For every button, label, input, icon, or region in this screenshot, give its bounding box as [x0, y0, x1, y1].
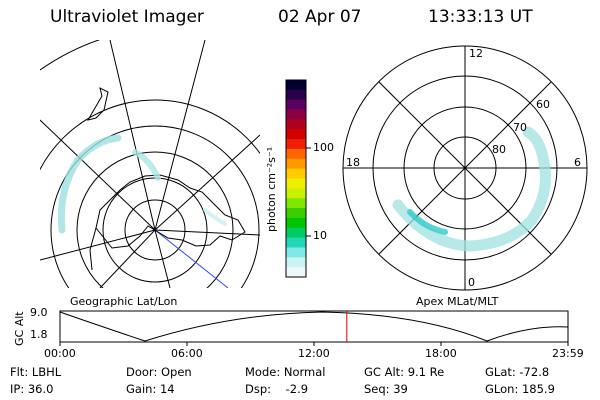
- colorbar-segment: [286, 257, 306, 268]
- colorbar-segment: [286, 208, 306, 219]
- colorbar-segment: [286, 198, 306, 209]
- colorbar-segment: [286, 129, 306, 140]
- colorbar-segment: [286, 109, 306, 120]
- info-mode: Mode: Normal: [245, 365, 326, 379]
- colorbar-tick-100: 100: [313, 141, 334, 154]
- geographic-caption: Geographic Lat/Lon: [70, 295, 178, 308]
- colorbar-segment: [286, 247, 306, 258]
- time-tick-0000: 00:00: [44, 347, 76, 360]
- info-seq: Seq: 39: [364, 382, 408, 396]
- colorbar-segment: [286, 217, 306, 229]
- altitude-plot: [59, 310, 569, 346]
- colorbar-segment: [286, 119, 306, 130]
- colorbar-tick-10: 10: [313, 229, 327, 242]
- info-gc-alt: GC Alt: 9.1 Re: [364, 365, 445, 379]
- time-tick-1200: 12:00: [298, 347, 330, 360]
- time-tick-0600: 06:00: [171, 347, 203, 360]
- altitude-tick-9: 9.0: [30, 306, 48, 319]
- colorbar-segment: [286, 237, 306, 249]
- info-filter: Flt: LBHL: [10, 365, 62, 379]
- colorbar-segment: [286, 158, 306, 170]
- info-ip: IP: 36.0: [10, 382, 54, 396]
- lat-label-70: 70: [513, 121, 527, 134]
- mlt-label-18: 18: [346, 156, 360, 169]
- lat-label-80: 80: [492, 143, 506, 156]
- time-tick-2359: 23:59: [552, 347, 584, 360]
- mlt-label-0: 0: [468, 276, 475, 289]
- info-dsp: Dsp: -2.9: [245, 382, 309, 396]
- info-glon: GLon: 185.9: [485, 382, 555, 396]
- info-door: Door: Open: [126, 365, 192, 379]
- colorbar-segment: [286, 148, 306, 160]
- observation-date: 02 Apr 07: [278, 7, 362, 27]
- colorbar-segment: [286, 267, 306, 278]
- colorbar-segment: [286, 139, 306, 150]
- time-tick-1800: 18:00: [425, 347, 457, 360]
- colorbar-segment: [286, 80, 306, 91]
- colorbar-segment: [286, 178, 306, 189]
- observation-time: 13:33:13 UT: [428, 7, 533, 27]
- colorbar: [285, 79, 311, 278]
- colorbar-segment: [286, 99, 306, 111]
- info-glat: GLat: -72.8: [485, 365, 550, 379]
- mlt-label-12: 12: [469, 47, 483, 60]
- mlt-label-6: 6: [574, 156, 581, 169]
- colorbar-segment: [286, 227, 306, 239]
- instrument-title: Ultraviolet Imager: [50, 7, 204, 27]
- polar-caption: Apex MLat/MLT: [416, 295, 499, 308]
- colorbar-unit-label: photon cm⁻²s⁻¹: [265, 146, 278, 232]
- altitude-tick-1-8: 1.8: [30, 328, 48, 341]
- geographic-map: [40, 40, 260, 288]
- lat-label-60: 60: [536, 98, 550, 111]
- altitude-axis-label: GC Alt: [13, 311, 26, 346]
- colorbar-segment: [286, 89, 306, 101]
- polar-plot: [342, 45, 588, 291]
- colorbar-segment: [286, 188, 306, 199]
- colorbar-segment: [286, 168, 306, 180]
- info-gain: Gain: 14: [126, 382, 175, 396]
